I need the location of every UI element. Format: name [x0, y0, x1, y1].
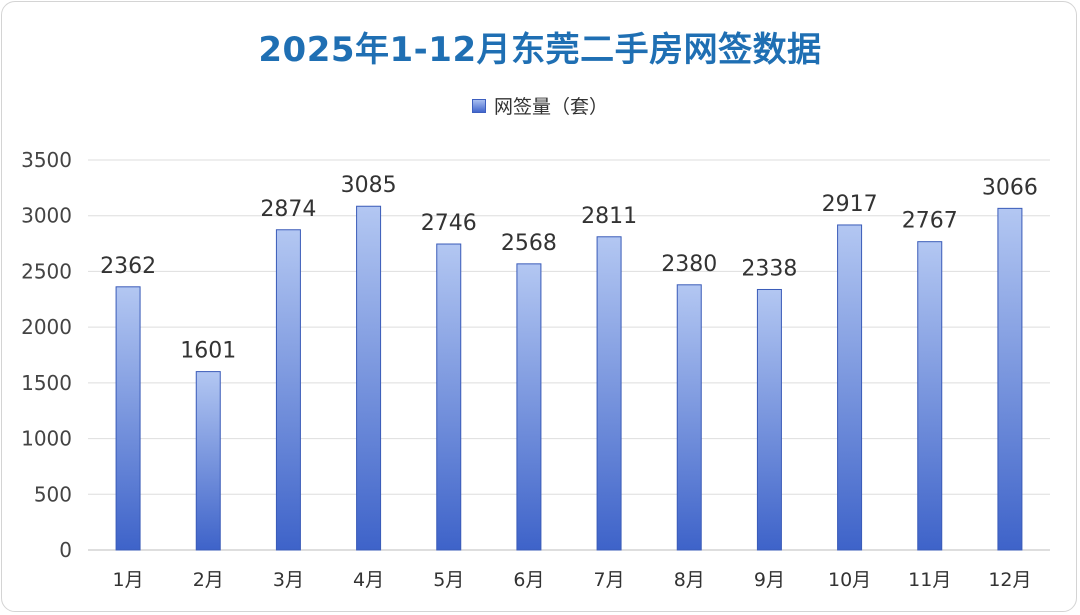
y-tick-label: 3000 — [21, 204, 72, 228]
data-label: 2362 — [100, 254, 156, 279]
chart-title: 2025年1-12月东莞二手房网签数据 — [258, 30, 822, 70]
y-tick-label: 1000 — [21, 427, 72, 451]
x-tick-label: 2月 — [193, 569, 224, 591]
bar — [115, 286, 141, 551]
legend-label: 网签量（套） — [493, 96, 608, 118]
x-tick-label: 7月 — [594, 569, 625, 591]
x-tick-label: 5月 — [433, 569, 464, 591]
bar — [596, 236, 622, 551]
data-label: 3085 — [341, 173, 397, 198]
x-tick-label: 11月 — [908, 569, 951, 591]
y-tick-label: 500 — [34, 482, 72, 506]
bar — [997, 207, 1023, 551]
y-tick-label: 0 — [59, 538, 72, 562]
bar — [917, 241, 943, 551]
bar — [436, 243, 462, 551]
x-tick-label: 6月 — [513, 569, 544, 591]
data-label: 2811 — [581, 204, 637, 229]
y-tick-label: 2000 — [21, 315, 72, 339]
x-tick-label: 8月 — [674, 569, 705, 591]
bar — [837, 224, 863, 551]
x-tick-label: 1月 — [113, 569, 144, 591]
legend-swatch — [471, 98, 486, 113]
data-label: 2917 — [822, 192, 878, 217]
y-tick-label: 1500 — [21, 371, 72, 395]
legend: 网签量（套） — [0, 92, 1080, 119]
bar — [195, 371, 221, 551]
data-label: 1601 — [180, 339, 236, 364]
data-label: 2767 — [902, 209, 958, 234]
x-tick-label: 12月 — [988, 569, 1031, 591]
data-label: 2874 — [260, 197, 316, 222]
data-label: 2568 — [501, 231, 557, 256]
x-tick-label: 4月 — [353, 569, 384, 591]
bar — [676, 284, 702, 551]
y-tick-label: 3500 — [21, 148, 72, 172]
x-tick-label: 9月 — [754, 569, 785, 591]
bar — [516, 263, 542, 551]
x-tick-label: 3月 — [273, 569, 304, 591]
x-tick-label: 10月 — [828, 569, 871, 591]
data-label: 3066 — [982, 175, 1038, 200]
bar — [756, 288, 782, 551]
y-tick-label: 2500 — [21, 259, 72, 283]
bar — [275, 229, 301, 551]
data-label: 2746 — [421, 211, 477, 236]
bar — [356, 205, 382, 551]
data-label: 2380 — [661, 252, 717, 277]
data-label: 2338 — [741, 256, 797, 281]
